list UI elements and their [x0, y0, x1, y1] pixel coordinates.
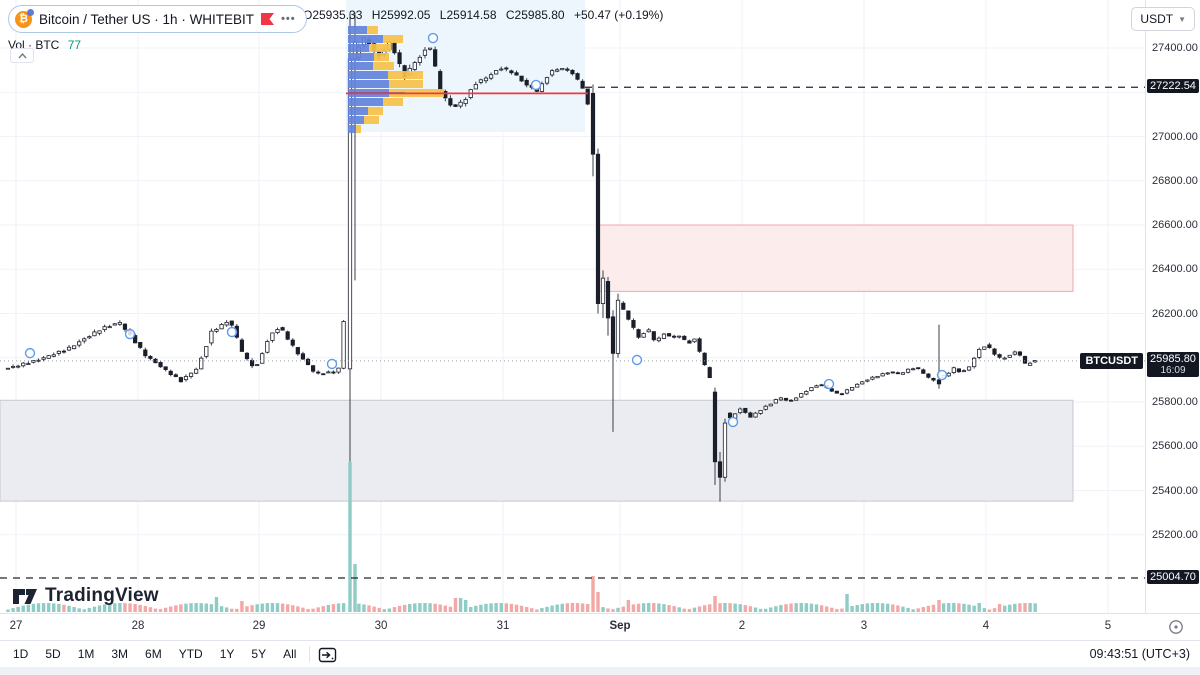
circle-marker [631, 354, 643, 366]
demand-zone-gray[interactable] [0, 399, 1074, 502]
chart-pane[interactable]: ₿ Bitcoin / Tether US · 1h · WHITEBIT ••… [0, 0, 1145, 613]
time-tick: Sep [609, 620, 631, 632]
circle-marker [226, 326, 238, 338]
price-tick: 25200.00 [1152, 528, 1198, 541]
price-level-label: 25004.70 [1147, 570, 1199, 584]
footer-strip [0, 666, 1200, 675]
ohlc-low: L25914.58 [439, 8, 497, 22]
bar-countdown: 16:09 [1160, 364, 1186, 376]
tradingview-logo-icon [13, 589, 37, 604]
ohlc-open: O25935.33 [303, 8, 363, 22]
more-options-icon[interactable]: ••• [281, 13, 296, 25]
range-button-all[interactable]: All [283, 647, 297, 661]
range-button-1m[interactable]: 1M [77, 647, 95, 661]
tradingview-logo-text: TradingView [45, 585, 159, 606]
price-tick: 27400.00 [1152, 42, 1198, 54]
symbol-title: Bitcoin / Tether US · 1h · WHITEBIT [39, 11, 255, 27]
price-lines[interactable] [0, 86, 1145, 579]
supply-zone-red[interactable] [597, 224, 1074, 292]
chevron-down-icon: ▼ [1178, 14, 1186, 24]
range-button-6m[interactable]: 6M [145, 647, 162, 661]
grid [0, 0, 1145, 613]
price-tick: 26800.00 [1152, 174, 1198, 187]
time-tick: 27 [9, 620, 23, 632]
last-price-value: 25985.80 [1150, 352, 1196, 365]
go-to-date-button[interactable] [316, 644, 339, 665]
currency-switch-button[interactable]: USDT ▼ [1131, 7, 1195, 31]
circle-marker [427, 32, 439, 44]
tradingview-logo[interactable]: TradingView [12, 583, 159, 609]
collapse-pane-button[interactable] [10, 48, 34, 63]
symbol-button[interactable]: ₿ Bitcoin / Tether US · 1h · WHITEBIT ••… [8, 5, 307, 33]
range-button-1y[interactable]: 1Y [219, 647, 235, 661]
ohlc-change: +50.47 (+0.19%) [573, 8, 664, 22]
time-tick: 29 [252, 620, 266, 632]
range-button-1d[interactable]: 1D [13, 647, 29, 661]
price-tick: 25600.00 [1152, 440, 1198, 453]
price-level-label: 27222.54 [1147, 79, 1199, 94]
range-button-ytd[interactable]: YTD [178, 647, 203, 661]
time-tick: 5 [1104, 620, 1112, 632]
circle-marker [326, 358, 338, 370]
time-axis[interactable]: 27 28 29 30 31 Sep 2 3 4 5 [0, 613, 1200, 641]
price-tick: 25800.00 [1152, 396, 1198, 409]
drawing-zones[interactable] [0, 0, 1074, 502]
session-clock[interactable]: 09:43:51 (UTC+3) [1089, 647, 1190, 661]
date-range-toolbar: 1D 5D 1M 3M 6M YTD 1Y 5Y All 09:43:51 (UTC+3) [0, 640, 1200, 667]
circle-marker [936, 369, 948, 381]
currency-label: USDT [1140, 12, 1174, 26]
flag-icon[interactable] [261, 13, 275, 25]
price-tick: 27000.00 [1152, 130, 1198, 143]
ohlc-status-line: O25935.33 H25992.05 L25914.58 C25985.80 … [303, 8, 669, 22]
time-tick: 30 [374, 620, 388, 632]
price-tick: 26400.00 [1152, 263, 1198, 276]
symbol-price-tag: BTCUSDT [1080, 352, 1143, 369]
range-button-5y[interactable]: 5Y [251, 647, 267, 661]
circle-marker [823, 378, 835, 390]
range-button-3m[interactable]: 3M [111, 647, 129, 661]
time-tick: 3 [860, 620, 868, 632]
trade-markers[interactable] [24, 32, 948, 428]
time-tick: 2 [738, 620, 746, 632]
price-axis[interactable]: 27400.00 27000.00 26800.00 26600.00 26400.00… [1145, 0, 1200, 613]
timezone-settings-icon[interactable] [1168, 619, 1184, 640]
volume-value: 77 [67, 38, 82, 52]
time-tick: 28 [131, 620, 145, 632]
candlestick-chart[interactable] [0, 0, 1145, 613]
toolbar-divider [309, 646, 311, 662]
bitcoin-logo-icon: ₿ [15, 8, 34, 28]
time-tick: 4 [982, 620, 990, 632]
ohlc-high: H25992.05 [371, 8, 431, 22]
time-tick: 31 [496, 620, 510, 632]
volume-bars [6, 462, 1037, 612]
price-tick: 25400.00 [1152, 484, 1198, 497]
circle-marker [24, 347, 36, 359]
circle-marker [530, 79, 542, 91]
circle-marker [124, 328, 136, 340]
last-price-label: 25985.80 16:09 [1147, 351, 1199, 377]
circle-marker [727, 416, 739, 428]
price-tick: 26600.00 [1152, 219, 1198, 232]
range-button-5d[interactable]: 5D [45, 647, 61, 661]
price-tick: 26200.00 [1152, 307, 1198, 320]
ohlc-close: C25985.80 [505, 8, 565, 22]
